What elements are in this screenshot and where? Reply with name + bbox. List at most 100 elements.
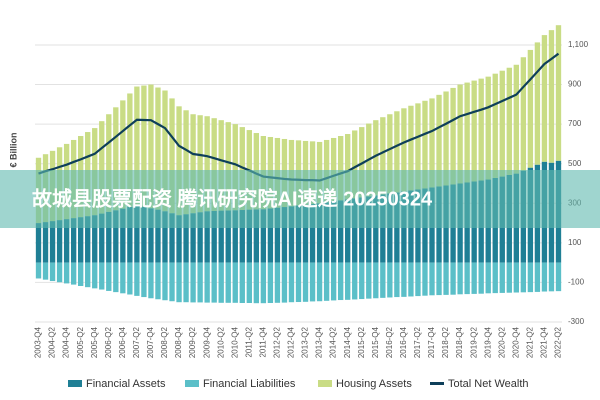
x-tick-label: 2018-Q4 [455,326,464,358]
y-tick-label: 1,100 [568,40,589,49]
bar [274,207,281,263]
bar [176,106,182,216]
bar [394,111,400,193]
bar [85,262,91,288]
bar [49,262,56,282]
bar [366,262,372,299]
bar [120,100,126,209]
bar [309,262,316,302]
legend-swatch [185,380,199,387]
bar [211,210,217,263]
bar [520,262,527,293]
bar [464,82,470,183]
bar [92,215,98,263]
bar [134,205,140,263]
x-tick-label: 2018-Q2 [441,326,450,358]
x-tick-label: 2011-Q4 [258,326,267,357]
bar [345,134,351,200]
bar [373,262,379,299]
bar [127,262,133,295]
bar [141,85,147,207]
watermark-band [0,170,600,228]
bar [246,209,252,263]
bar [281,262,288,303]
bar [478,262,484,294]
legend-label: Total Net Wealth [448,378,529,390]
bar [183,110,189,215]
bar [387,114,393,194]
bar [323,262,330,301]
bar [106,114,112,212]
bar [555,25,562,161]
bar [225,262,231,303]
bar [78,262,84,286]
bar [190,213,196,263]
x-tick-label: 2007-Q4 [146,326,155,358]
bar [141,262,147,298]
x-tick-label: 2017-Q2 [413,326,422,358]
bar [239,210,245,263]
bar [169,213,175,263]
bar [267,262,274,304]
bar [63,262,70,284]
x-tick-label: 2011-Q2 [244,326,253,357]
bar [211,118,217,211]
bar [267,208,274,263]
bar [443,91,449,186]
bar [49,221,56,263]
bar [345,262,351,300]
bar [492,73,498,178]
bar [127,93,133,207]
x-tick-label: 2013-Q2 [301,326,310,358]
bar [218,210,224,263]
bar [366,196,372,263]
x-tick-label: 2013-Q4 [315,326,324,358]
bar [485,262,491,294]
x-tick-label: 2022-Q2 [554,326,563,358]
bar [134,262,140,296]
bar [218,120,224,211]
bar [253,262,260,304]
bar [232,124,238,211]
bar [204,211,210,263]
bar [457,262,463,295]
bar [323,202,330,263]
bar [380,117,386,195]
bar [127,206,133,263]
bar [450,87,456,185]
bar [197,115,203,213]
bar [534,262,541,292]
bar [204,262,210,303]
bar [387,262,393,298]
bar [548,262,555,292]
bar [70,262,77,285]
x-tick-label: 2012-Q4 [287,326,296,358]
bar [359,197,365,263]
bar [352,130,358,199]
bar [274,262,281,303]
x-tick-label: 2007-Q2 [132,326,141,358]
bar [394,262,400,298]
bar [337,200,344,263]
bar [436,262,442,296]
x-tick-label: 2008-Q4 [174,326,183,358]
bar [56,220,63,263]
bar [134,86,140,206]
y-tick-label: 100 [568,238,582,247]
x-tick-label: 2009-Q4 [202,326,211,358]
bar [197,212,203,263]
x-tick-label: 2006-Q4 [118,326,127,358]
bar [120,208,126,263]
bar [471,262,477,294]
x-tick-label: 2010-Q4 [230,326,239,358]
bar [225,210,231,263]
bar [141,206,147,263]
bar [408,105,414,191]
bar [113,262,119,293]
bar [218,262,224,303]
bar [359,262,365,300]
y-tick-label: 700 [568,119,582,128]
bar [225,122,231,211]
bar [478,78,484,181]
bar [429,262,435,296]
